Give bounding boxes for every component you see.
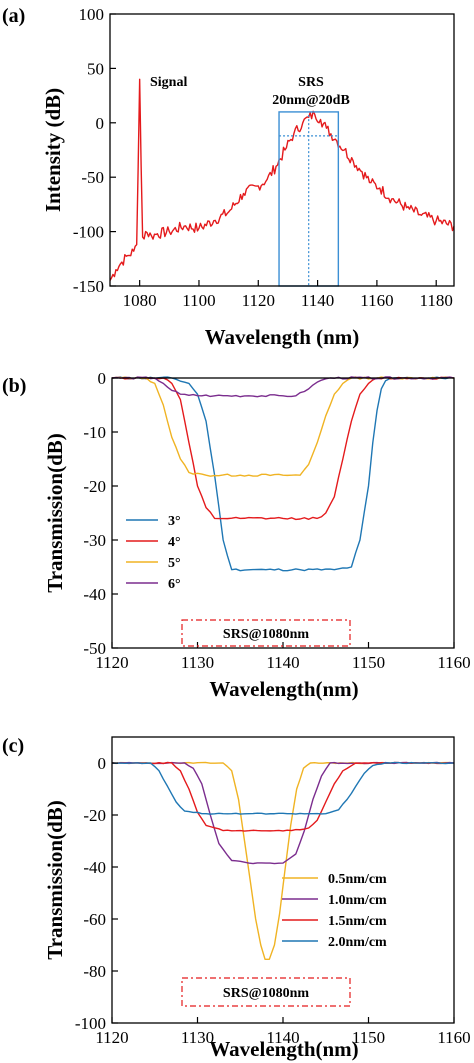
panel-c-srs-label: SRS@1080nm xyxy=(223,986,309,1001)
panel-c-y-tick-label: -40 xyxy=(83,858,106,877)
panel-a-y-tick-label: 50 xyxy=(87,59,104,78)
panel-b-x-tick-label: 1160 xyxy=(437,653,470,672)
panel-c-x-axis-label: Wavelength(nm) xyxy=(209,1037,358,1061)
panel-c-legend-label: 1.5nm/cm xyxy=(328,914,387,929)
panel-c-y-tick-label: -80 xyxy=(83,962,106,981)
panel-a-y-tick-label: -150 xyxy=(73,277,104,296)
panel-b-x-tick-label: 1130 xyxy=(181,653,214,672)
panel-a-x-tick-label: 1080 xyxy=(123,291,157,310)
panel-c-srs-box xyxy=(181,977,351,1007)
panel-a-y-axis-label: Intensity (dB) xyxy=(41,88,65,212)
panel-b-y-tick-label: -40 xyxy=(83,585,106,604)
panel-c-x-tick-label: 1160 xyxy=(437,1028,470,1047)
spectrum-line xyxy=(109,78,455,281)
panel-b-series-line xyxy=(111,376,455,398)
panel-b-y-tick-label: -50 xyxy=(83,639,106,658)
panel-c-x-tick-label: 1150 xyxy=(352,1028,385,1047)
panel-a-x-tick-label: 1160 xyxy=(360,291,393,310)
panel-b-y-tick-label: -10 xyxy=(83,423,106,442)
panel-c-x-tick-label: 1120 xyxy=(95,1028,128,1047)
panel-b-x-axis-label: Wavelength(nm) xyxy=(209,677,358,701)
panel-c-series-line xyxy=(111,761,455,832)
panel-b-srs-box xyxy=(181,619,351,647)
annotation-srs: SRS xyxy=(298,75,324,90)
panel-a-label: (a) xyxy=(2,5,25,27)
panel-b-y-axis-label: Transmission(dB) xyxy=(43,433,67,592)
panel-a-x-tick-label: 1120 xyxy=(242,291,275,310)
panel-a-frame xyxy=(109,13,455,287)
panel-c-legend-label: 1.0nm/cm xyxy=(328,893,387,908)
panel-b-legend-label: 3° xyxy=(168,514,181,529)
panel-b-frame xyxy=(111,377,455,649)
panel-b-legend: 3° 4° 5° 6° xyxy=(126,514,181,592)
panel-a-y-tick-label: 100 xyxy=(79,5,105,24)
panel-c-y-tick-label: -100 xyxy=(75,1014,106,1033)
panel-a-x-axis-label: Wavelength (nm) xyxy=(205,325,360,349)
panel-c-legend: 0.5nm/cm 1.0nm/cm 1.5nm/cm 2.0nm/cm xyxy=(282,872,387,950)
panel-c-legend-label: 0.5nm/cm xyxy=(328,872,387,887)
panel-b-y-tick-label: -30 xyxy=(83,531,106,550)
panel-a-x-tick-label: 1180 xyxy=(420,291,453,310)
annotation-srs-bandwidth: 20nm@20dB xyxy=(272,93,350,108)
panel-c-x-tick-label: 1130 xyxy=(181,1028,214,1047)
panel-c-y-tick-label: -60 xyxy=(83,910,106,929)
panel-b-legend-label: 5° xyxy=(168,556,181,571)
panel-a: (a) 1080 1100 1120 1140 1160 1180 -150 -100 -50 0… xyxy=(2,5,455,349)
panel-c-y-axis-label: Transmission(dB) xyxy=(43,800,67,959)
panel-c-series-line xyxy=(111,761,455,815)
panel-a-x-tick-label: 1100 xyxy=(182,291,215,310)
panel-c-y-tick-label: -20 xyxy=(83,806,106,825)
panel-c: (c) 1120 1130 1140 1150 1160 0 -20 -40 -60 -80 -10… xyxy=(2,735,471,1061)
panel-b-label: (b) xyxy=(2,375,26,397)
panel-b-series-line xyxy=(111,376,455,477)
panel-b-x-tick-label: 1150 xyxy=(352,653,385,672)
panel-a-x-tick-label: 1140 xyxy=(301,291,334,310)
panel-b-series-line xyxy=(111,376,455,521)
panel-c-label: (c) xyxy=(2,735,24,757)
panel-c-legend-label: 2.0nm/cm xyxy=(328,935,387,950)
panel-a-y-tick-label: -50 xyxy=(81,168,104,187)
annotation-signal: Signal xyxy=(150,75,187,90)
panel-c-series-line xyxy=(111,761,455,960)
panel-c-y-tick-label: 0 xyxy=(98,754,107,773)
panel-b: (b) 1120 1130 1140 1150 1160 0 -10 -20 -30 -40 -50… xyxy=(2,369,471,701)
panel-b-x-tick-label: 1140 xyxy=(266,653,299,672)
panel-b-legend-label: 4° xyxy=(168,535,181,550)
panel-a-y-tick-label: 0 xyxy=(96,114,105,133)
panel-b-y-tick-label: -20 xyxy=(83,477,106,496)
panel-b-y-tick-label: 0 xyxy=(98,369,107,388)
panel-a-y-tick-label: -100 xyxy=(73,223,104,242)
panel-b-legend-label: 6° xyxy=(168,577,181,592)
panel-c-x-tick-label: 1140 xyxy=(266,1028,299,1047)
panel-b-x-tick-label: 1120 xyxy=(95,653,128,672)
panel-b-srs-label: SRS@1080nm xyxy=(223,627,309,642)
